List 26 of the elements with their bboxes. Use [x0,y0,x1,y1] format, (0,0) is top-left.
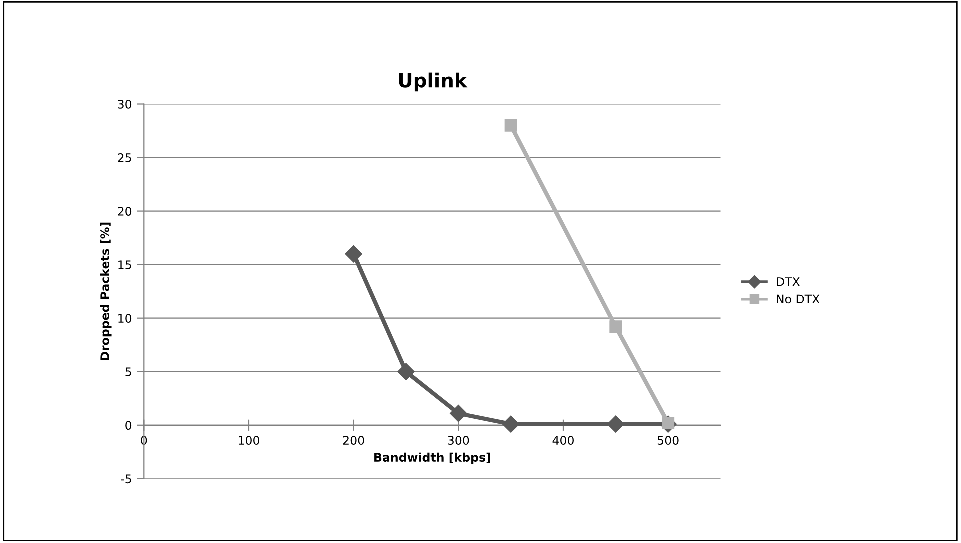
point [610,320,622,334]
point [398,363,415,380]
x-tick-label: 400 [552,436,574,446]
chart-title: Uplink [399,72,468,92]
x-tick-label: 100 [239,436,260,446]
y-tick-label: 5 [126,368,132,377]
y-tick-label: 0 [126,421,132,430]
x-tick-label: 500 [658,436,679,446]
x-tick-label: 200 [343,436,364,446]
y-tick-label: 30 [118,100,132,109]
legend-label: DTX [777,278,800,286]
point [345,246,362,263]
x-tick-label: 300 [448,436,470,446]
y-tick-label: -5 [121,474,132,484]
y-tick-label: 25 [118,154,132,162]
x-axis-title: Bandwidth [kbps] [374,452,490,464]
y-axis-title: Dropped Packets [%] [100,222,112,360]
point [450,405,468,422]
point [502,416,520,433]
x-tick-label: 0 [141,436,148,446]
point [607,416,624,433]
y-tick-label: 10 [118,314,132,324]
point [504,119,518,132]
y-tick-label: 20 [118,207,132,216]
legend-label: No DTX [777,294,820,304]
y-tick-label: 15 [118,260,132,270]
